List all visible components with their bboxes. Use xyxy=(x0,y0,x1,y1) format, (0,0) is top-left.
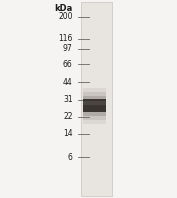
Text: 14: 14 xyxy=(63,129,73,138)
Bar xyxy=(81,2,112,196)
Text: 22: 22 xyxy=(63,112,73,121)
Text: 97: 97 xyxy=(63,44,73,53)
Text: 66: 66 xyxy=(63,60,73,69)
Bar xyxy=(83,101,106,105)
Text: 116: 116 xyxy=(58,34,73,43)
Bar xyxy=(83,99,106,112)
Text: kDa: kDa xyxy=(54,4,73,13)
Text: 200: 200 xyxy=(58,12,73,21)
Bar xyxy=(83,96,106,116)
Bar xyxy=(83,88,106,124)
Text: 31: 31 xyxy=(63,95,73,105)
Text: 6: 6 xyxy=(68,153,73,162)
Text: 44: 44 xyxy=(63,78,73,87)
Bar xyxy=(83,91,106,120)
